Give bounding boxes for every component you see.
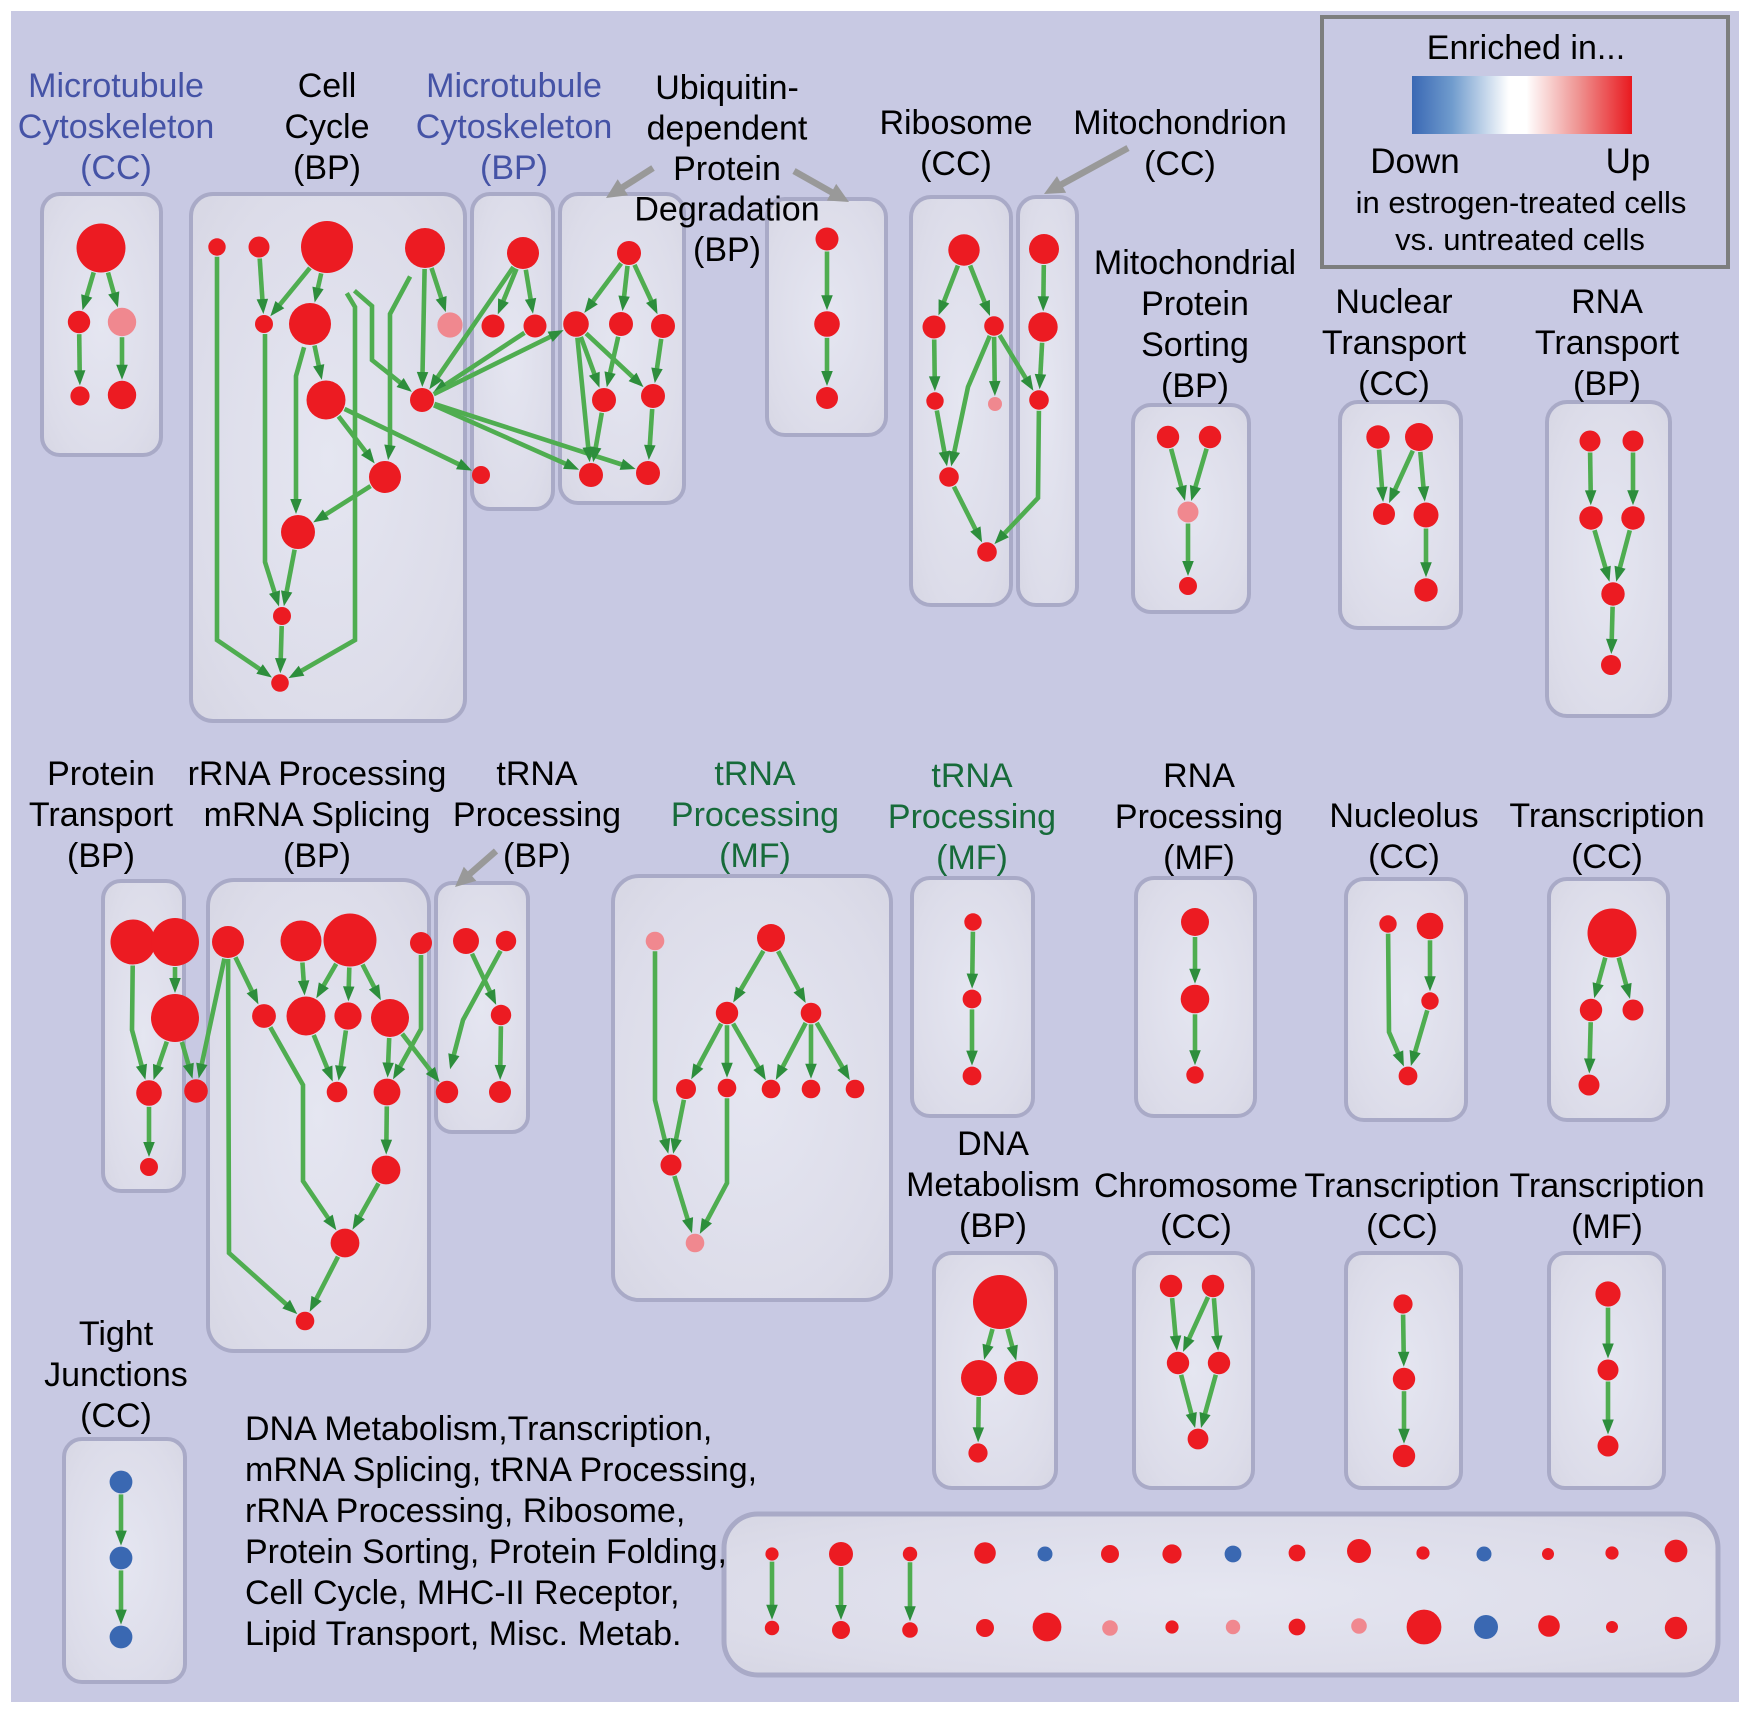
svg-text:Mitochondrial: Mitochondrial [1094,244,1296,282]
svg-text:Degradation: Degradation [634,191,819,229]
svg-text:Protein: Protein [673,150,781,188]
svg-text:Microtubule: Microtubule [28,67,204,105]
svg-text:mRNA Splicing, tRNA Processing: mRNA Splicing, tRNA Processing, [245,1451,757,1489]
svg-text:tRNA: tRNA [714,755,796,793]
svg-text:(CC): (CC) [1358,365,1430,403]
svg-text:(CC): (CC) [1160,1208,1232,1246]
svg-text:Nucleolus: Nucleolus [1329,797,1478,835]
svg-text:Protein: Protein [1141,285,1249,323]
svg-text:Ubiquitin-: Ubiquitin- [655,69,799,107]
svg-text:(BP): (BP) [293,149,361,187]
svg-text:(MF): (MF) [936,839,1008,877]
svg-text:Enriched in...: Enriched in... [1427,29,1625,67]
svg-text:Sorting: Sorting [1141,326,1249,364]
svg-text:Down: Down [1370,142,1459,181]
svg-text:Ribosome: Ribosome [879,104,1032,142]
svg-text:Cell Cycle, MHC-II Receptor,: Cell Cycle, MHC-II Receptor, [245,1574,680,1612]
svg-text:(BP): (BP) [1573,365,1641,403]
svg-text:(BP): (BP) [1161,367,1229,405]
svg-text:Lipid Transport, Misc. Metab.: Lipid Transport, Misc. Metab. [245,1615,682,1653]
svg-text:Tight: Tight [79,1315,154,1353]
svg-text:Transport: Transport [29,796,174,834]
svg-text:rRNA Processing, Ribosome,: rRNA Processing, Ribosome, [245,1492,685,1530]
svg-text:(CC): (CC) [1366,1208,1438,1246]
svg-text:(BP): (BP) [480,149,548,187]
svg-text:Nuclear: Nuclear [1335,283,1452,321]
svg-text:Cytoskeleton: Cytoskeleton [18,108,215,146]
svg-text:(BP): (BP) [283,837,351,875]
svg-text:(BP): (BP) [959,1207,1027,1245]
svg-text:(CC): (CC) [1144,145,1216,183]
svg-text:Transcription: Transcription [1509,1167,1704,1205]
svg-text:Processing: Processing [888,798,1056,836]
svg-text:Transport: Transport [1535,324,1680,362]
svg-text:Chromosome: Chromosome [1094,1167,1298,1205]
svg-text:rRNA Processing: rRNA Processing [188,755,447,793]
svg-text:Mitochondrion: Mitochondrion [1073,104,1287,142]
svg-text:(BP): (BP) [693,231,761,269]
svg-text:Processing: Processing [671,796,839,834]
svg-text:Cell: Cell [298,67,357,105]
svg-text:Protein: Protein [47,755,155,793]
svg-text:(CC): (CC) [1368,838,1440,876]
svg-text:Processing: Processing [1115,798,1283,836]
svg-text:dependent: dependent [647,110,808,148]
svg-text:(BP): (BP) [503,837,571,875]
svg-text:Transcription: Transcription [1509,797,1704,835]
svg-text:RNA: RNA [1163,757,1235,795]
svg-text:Microtubule: Microtubule [426,67,602,105]
svg-text:Processing: Processing [453,796,621,834]
svg-text:vs. untreated cells: vs. untreated cells [1395,222,1645,257]
svg-text:(CC): (CC) [80,149,152,187]
svg-text:Junctions: Junctions [44,1356,188,1394]
svg-text:(BP): (BP) [67,837,135,875]
svg-text:Transcription: Transcription [1304,1167,1499,1205]
svg-text:DNA Metabolism,Transcription,: DNA Metabolism,Transcription, [245,1410,712,1448]
svg-text:Up: Up [1606,142,1651,181]
svg-text:(CC): (CC) [920,145,992,183]
svg-text:Transport: Transport [1322,324,1467,362]
svg-text:Metabolism: Metabolism [906,1166,1080,1204]
svg-text:(MF): (MF) [719,837,791,875]
svg-text:(CC): (CC) [1571,838,1643,876]
svg-text:Cycle: Cycle [284,108,369,146]
svg-text:RNA: RNA [1571,283,1643,321]
svg-text:DNA: DNA [957,1125,1029,1163]
svg-text:in estrogen-treated cells: in estrogen-treated cells [1356,185,1687,220]
svg-text:tRNA: tRNA [931,757,1013,795]
svg-text:(CC): (CC) [80,1397,152,1435]
svg-text:Cytoskeleton: Cytoskeleton [416,108,613,146]
svg-text:mRNA Splicing: mRNA Splicing [204,796,431,834]
svg-text:(MF): (MF) [1571,1208,1643,1246]
svg-text:Protein Sorting, Protein Foldi: Protein Sorting, Protein Folding, [245,1533,727,1571]
svg-text:(MF): (MF) [1163,839,1235,877]
svg-text:tRNA: tRNA [496,755,578,793]
